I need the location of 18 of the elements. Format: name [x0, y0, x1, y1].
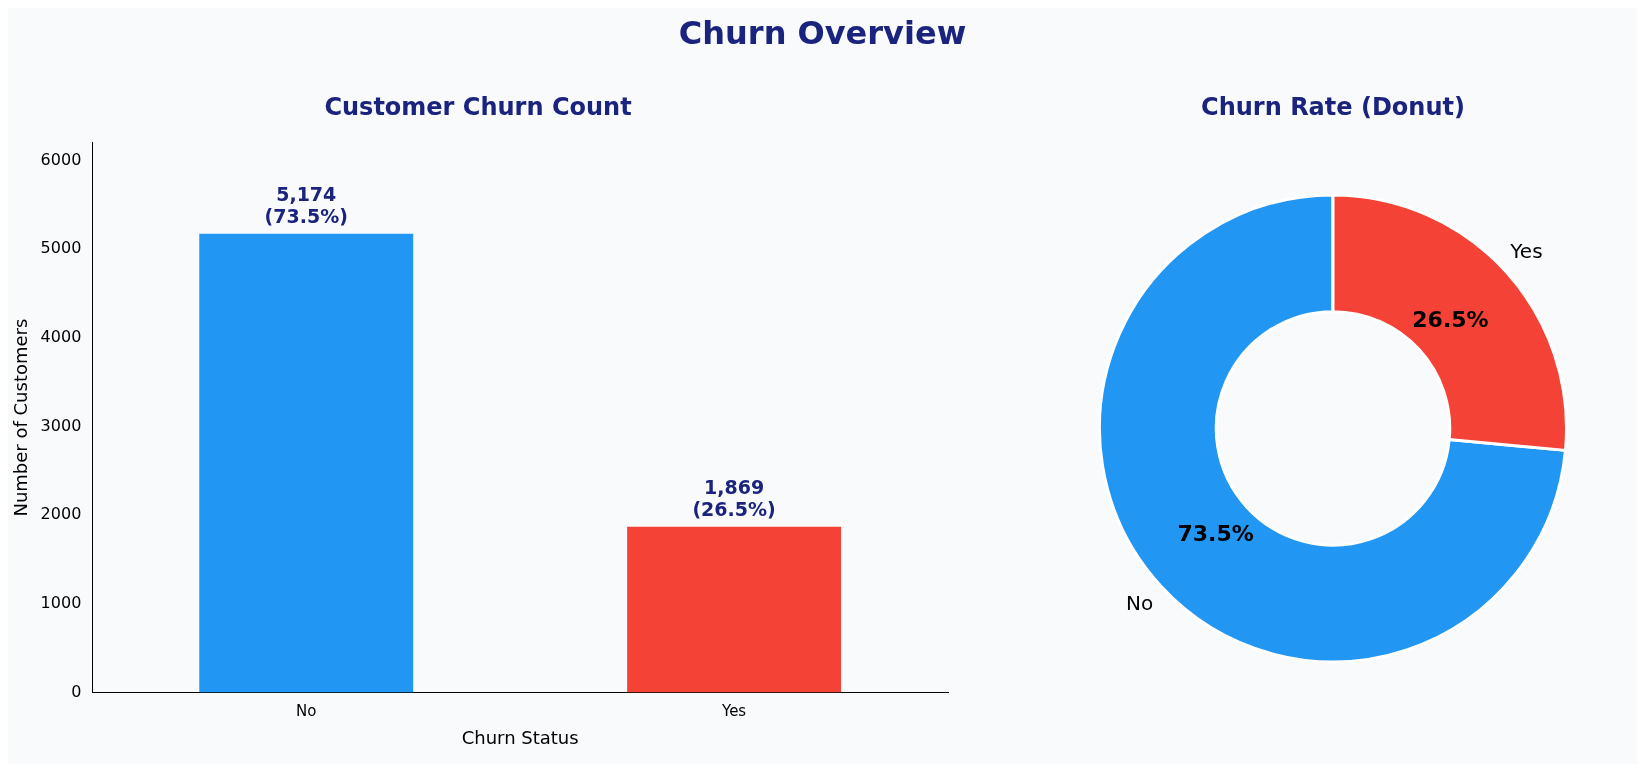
- slice-label: No: [1125, 590, 1154, 615]
- y-tick-label: 2000: [40, 504, 82, 524]
- data-label: 26.5%: [1412, 307, 1489, 333]
- y-axis-title: Number of Customers: [10, 318, 32, 517]
- chart-title: Churn Overview: [677, 13, 968, 54]
- data-label: 1,869 (26.5%): [692, 476, 776, 521]
- data-label: 73.5%: [1177, 520, 1254, 546]
- data-label: 5,174 (73.5%): [264, 183, 348, 228]
- chart-title: Churn Rate (Donut): [1201, 92, 1465, 121]
- y-tick-label: 4000: [40, 326, 82, 346]
- x-axis-title: Churn Status: [461, 726, 579, 748]
- y-tick-label: 6000: [40, 149, 82, 169]
- y-tick-label: 1000: [40, 592, 82, 612]
- y-tick-label: 5000: [40, 238, 82, 258]
- chart-subtitle: Customer Churn Count: [324, 92, 632, 121]
- y-tick-label: 3000: [40, 415, 82, 435]
- slice-label: Yes: [1509, 238, 1543, 263]
- y-tick-label: 0: [71, 681, 82, 701]
